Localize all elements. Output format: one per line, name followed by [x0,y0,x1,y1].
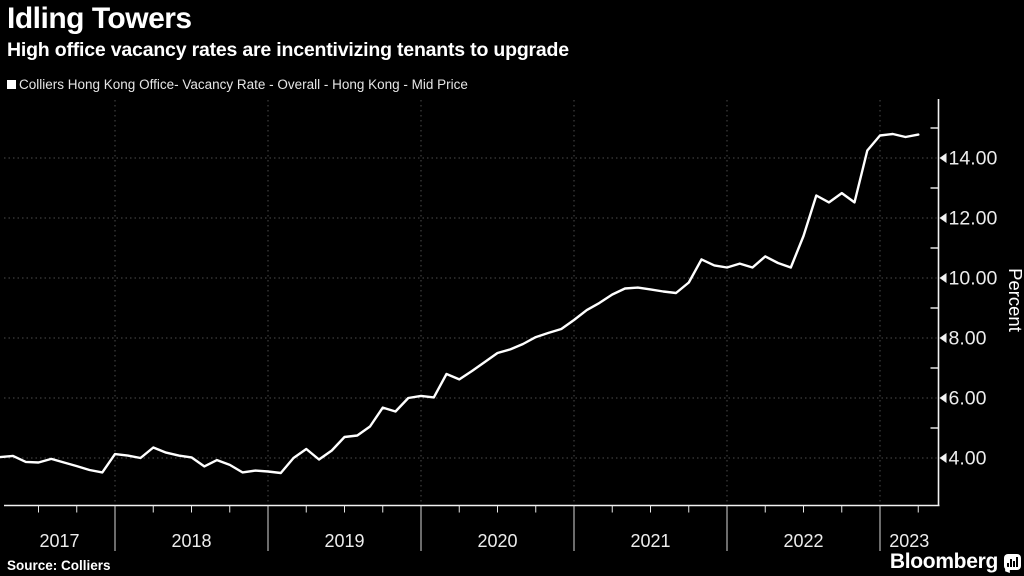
y-tick-arrow-icon [939,453,947,463]
x-tick-label: 2023 [889,531,929,551]
page-title: Idling Towers [7,2,192,35]
bloomberg-logo: Bloomberg [890,550,1021,574]
bloomberg-wordmark: Bloomberg [889,550,998,573]
y-tick-label: 4.00 [949,448,987,470]
y-tick-arrow-icon [939,393,947,403]
y-tick-arrow-icon [939,213,947,223]
bloomberg-chart-icon [1004,554,1021,570]
legend-swatch-icon [7,80,16,89]
chart-legend: Colliers Hong Kong Office- Vacancy Rate … [7,77,468,92]
y-tick-label: 6.00 [949,388,987,410]
y-tick-label: 10.00 [949,268,998,290]
legend-label: Colliers Hong Kong Office- Vacancy Rate … [19,77,468,92]
y-tick-label: 14.00 [949,148,998,170]
x-tick-label: 2019 [324,531,364,551]
series-line [0,132,920,475]
x-tick-label: 2021 [630,531,670,551]
y-tick-label: 8.00 [949,328,987,350]
chart-subtitle: High office vacancy rates are incentiviz… [7,39,569,61]
y-tick-arrow-icon [939,153,947,163]
y-tick-arrow-icon [939,333,947,343]
y-axis-title: Percent [1005,268,1024,332]
x-tick-label: 2017 [39,531,79,551]
x-tick-label: 2018 [171,531,211,551]
source-text: Source: Colliers [7,558,111,573]
x-tick-label: 2022 [783,531,823,551]
y-tick-label: 12.00 [949,208,998,230]
y-tick-arrow-icon [939,273,947,283]
x-tick-label: 2020 [477,531,517,551]
